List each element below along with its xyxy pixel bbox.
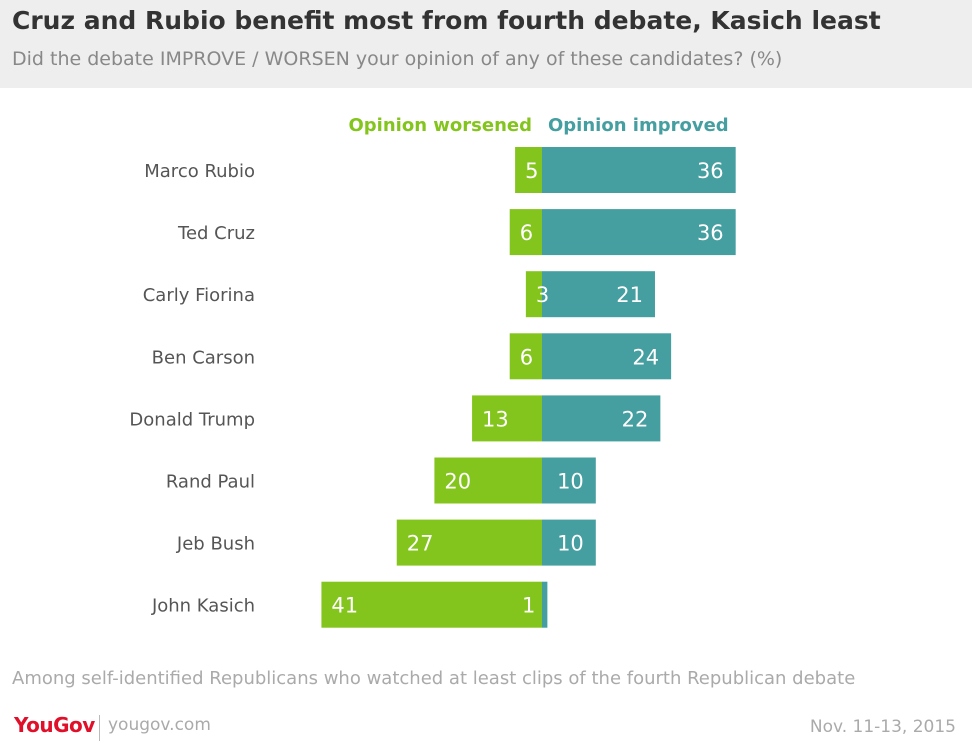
bar-row: Carly Fiorina 3 21 xyxy=(143,271,655,318)
value-label-improved: 1 xyxy=(522,594,535,618)
bar-row: Ben Carson 6 24 xyxy=(152,333,672,380)
category-label: Rand Paul xyxy=(166,472,255,493)
bar-improved xyxy=(542,395,661,442)
site-link[interactable]: yougov.com xyxy=(108,715,211,735)
survey-date: Nov. 11-13, 2015 xyxy=(809,717,956,737)
legend-worsened: Opinion worsened xyxy=(349,115,533,136)
value-label-improved: 36 xyxy=(697,159,724,183)
value-label-worsened: 3 xyxy=(536,283,549,307)
category-label: Ben Carson xyxy=(152,347,255,368)
value-label-worsened: 6 xyxy=(520,221,533,245)
bar-worsened xyxy=(321,581,542,628)
bar-improved xyxy=(542,457,596,504)
value-label-improved: 10 xyxy=(557,532,584,556)
bar-worsened xyxy=(434,457,542,504)
bar-row: John Kasich 41 1 xyxy=(151,581,548,628)
bar-row: Donald Trump 13 22 xyxy=(129,395,661,442)
diverging-bar-chart: Opinion worsened Opinion improved Marco R… xyxy=(129,115,736,628)
bar-improved xyxy=(542,271,655,318)
value-label-improved: 21 xyxy=(616,283,643,307)
category-label: Jeb Bush xyxy=(176,534,255,555)
bar-worsened xyxy=(396,519,542,566)
value-label-worsened: 20 xyxy=(444,470,471,494)
value-label-worsened: 41 xyxy=(331,594,358,618)
value-label-improved: 22 xyxy=(622,407,649,431)
footer: YouGov yougov.com Nov. 11-13, 2015 xyxy=(0,705,972,745)
value-label-worsened: 13 xyxy=(482,407,509,431)
value-label-worsened: 5 xyxy=(525,159,538,183)
chart-subtitle: Did the debate IMPROVE / WORSEN your opi… xyxy=(12,48,783,70)
value-label-worsened: 6 xyxy=(520,345,533,369)
header-band: Cruz and Rubio benefit most from fourth … xyxy=(0,0,972,88)
chart-rows: Marco Rubio 5 36 Ted Cruz 6 36 Carly Fiorina 3 2… xyxy=(129,147,736,628)
chart-title: Cruz and Rubio benefit most from fourth … xyxy=(12,6,881,35)
bar-worsened xyxy=(525,271,542,318)
value-label-improved: 36 xyxy=(697,221,724,245)
legend: Opinion worsened Opinion improved xyxy=(349,115,729,136)
category-label: John Kasich xyxy=(151,596,255,617)
bar-worsened xyxy=(515,147,542,193)
bar-worsened xyxy=(509,333,542,380)
value-label-improved: 10 xyxy=(557,470,584,494)
legend-improved: Opinion improved xyxy=(548,115,729,136)
bar-row: Rand Paul 20 10 xyxy=(166,457,596,504)
category-label: Donald Trump xyxy=(129,409,255,430)
bar-improved xyxy=(542,147,736,193)
bar-improved xyxy=(542,333,672,380)
bar-row: Jeb Bush 27 10 xyxy=(176,519,596,566)
bar-improved xyxy=(542,581,548,628)
yougov-logo: YouGov xyxy=(14,713,95,737)
bar-row: Ted Cruz 6 36 xyxy=(177,209,736,256)
category-label: Marco Rubio xyxy=(144,161,255,182)
bar-improved xyxy=(542,519,596,566)
bar-worsened xyxy=(509,209,542,256)
footnote: Among self-identified Republicans who wa… xyxy=(12,668,856,689)
category-label: Ted Cruz xyxy=(177,223,255,244)
bar-improved xyxy=(542,209,736,256)
value-label-worsened: 27 xyxy=(407,532,434,556)
category-label: Carly Fiorina xyxy=(143,285,255,306)
logo-divider xyxy=(99,715,100,741)
bar-row: Marco Rubio 5 36 xyxy=(144,147,736,193)
value-label-improved: 24 xyxy=(632,345,659,369)
bar-worsened xyxy=(472,395,542,442)
